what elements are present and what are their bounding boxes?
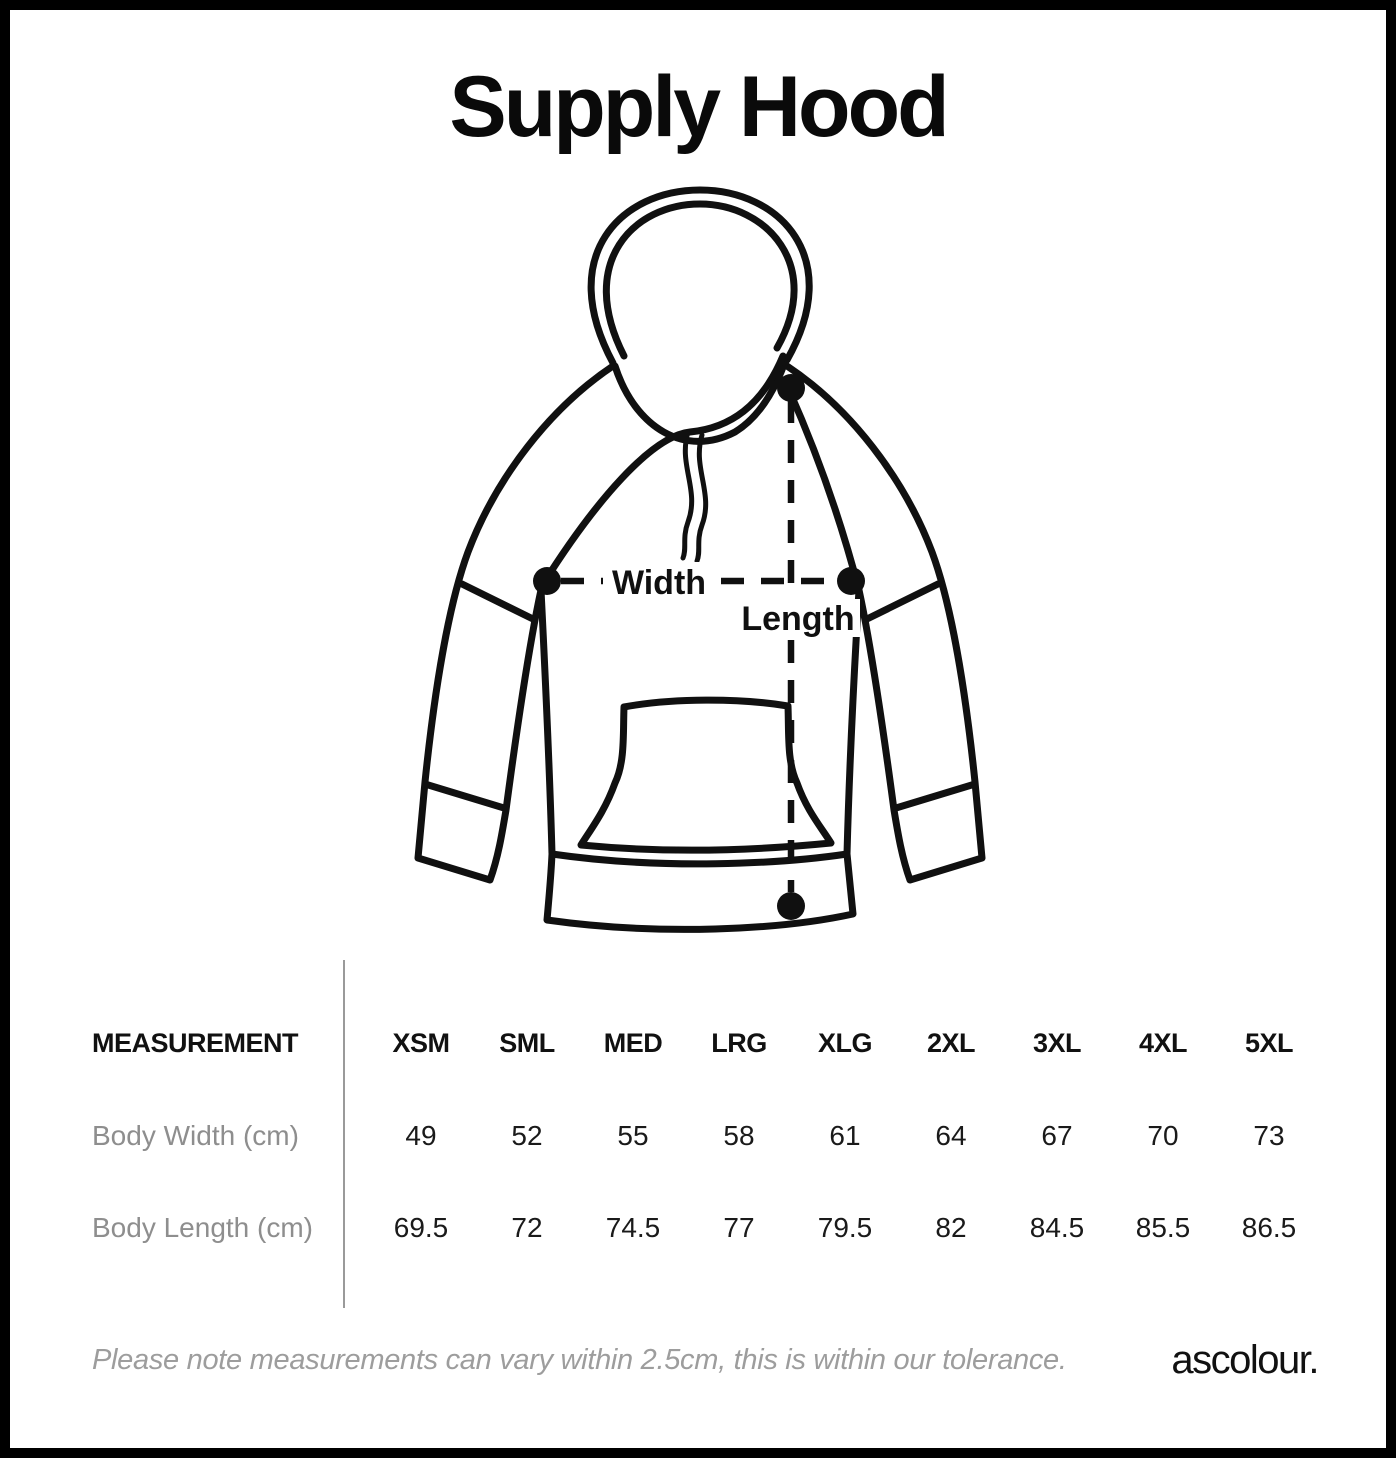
body-length-value-0: 69.5 xyxy=(393,1212,449,1243)
row-label-body-width: Body Width (cm) xyxy=(92,1120,299,1151)
size-header-cell-5: 2XL xyxy=(926,1027,976,1058)
size-header-row: MEASUREMENT XSM SML MED LRG XLG 2XL 3XL 4XL 5XL xyxy=(92,1005,1322,1081)
size-header-cell-6: 3XL xyxy=(1032,1027,1082,1058)
size-header-cell-3: LRG xyxy=(711,1027,767,1058)
right-cuff-seam xyxy=(892,780,979,812)
hoodie-diagram: Width Length xyxy=(400,170,1000,960)
drawstrings xyxy=(680,429,709,564)
left-sleeve xyxy=(414,362,617,884)
right-raglan-seam xyxy=(785,386,863,594)
body-width-value-7: 70 xyxy=(1147,1120,1179,1151)
left-chest-dot xyxy=(533,567,561,595)
row-label-body-length: Body Length (cm) xyxy=(92,1212,313,1243)
measurement-header: MEASUREMENT xyxy=(92,1027,299,1058)
right-sleeve xyxy=(783,362,986,884)
hoodie-line-drawing-icon: Width Length xyxy=(414,186,986,933)
body-length-value-8: 86.5 xyxy=(1241,1212,1297,1243)
body-outline xyxy=(537,586,863,933)
size-header-cell-1: SML xyxy=(499,1027,555,1058)
body-width-value-8: 73 xyxy=(1253,1120,1285,1151)
right-chest-dot xyxy=(837,567,865,595)
hood-outer xyxy=(587,186,813,367)
body-width-value-0: 49 xyxy=(405,1120,437,1151)
width-label: Width xyxy=(612,564,706,602)
body-length-value-5: 82 xyxy=(935,1212,967,1243)
page-title: Supply Hood xyxy=(449,59,949,155)
hem-seam xyxy=(548,850,851,868)
body-length-value-6: 84.5 xyxy=(1029,1212,1085,1243)
size-header-cell-4: XLG xyxy=(817,1027,873,1058)
length-label: Length xyxy=(741,600,854,638)
body-length-value-7: 85.5 xyxy=(1135,1212,1191,1243)
length-label-bg xyxy=(736,599,860,637)
body-width-value-5: 64 xyxy=(935,1120,967,1151)
body-length-row: Body Length (cm) 69.5 72 74.5 77 79.5 82 84.5 8… xyxy=(92,1190,1322,1266)
body-length-value-3: 77 xyxy=(723,1212,755,1243)
body-length-value-1: 72 xyxy=(511,1212,543,1243)
kangaroo-pocket xyxy=(577,696,835,854)
body-length-value-4: 79.5 xyxy=(817,1212,873,1243)
left-cuff-seam xyxy=(421,780,508,812)
hem-dot xyxy=(777,892,805,920)
brand-logo: ascolour. xyxy=(1171,1338,1319,1382)
hood-opening-left-flap xyxy=(611,358,789,445)
width-label-bg xyxy=(603,562,715,600)
body-width-value-3: 58 xyxy=(723,1120,755,1151)
size-header-cell-7: 4XL xyxy=(1138,1027,1188,1058)
table-divider-line xyxy=(343,960,345,1308)
right-armpit-crease xyxy=(863,580,942,623)
size-header-cell-0: XSM xyxy=(392,1027,450,1058)
body-width-row: Body Width (cm) 49 52 55 58 61 64 67 70 73 xyxy=(92,1098,1322,1174)
body-length-value-2: 74.5 xyxy=(605,1212,661,1243)
tolerance-note: Please note measurements can vary within… xyxy=(92,1344,1067,1376)
body-width-value-2: 55 xyxy=(617,1120,649,1151)
body-width-value-4: 61 xyxy=(829,1120,861,1151)
hood-inner xyxy=(602,200,798,360)
shoulder-dot xyxy=(777,374,805,402)
size-header-cell-8: 5XL xyxy=(1244,1027,1294,1058)
size-header-cell-2: MED xyxy=(603,1027,663,1058)
body-width-value-6: 67 xyxy=(1041,1120,1073,1151)
body-width-value-1: 52 xyxy=(511,1120,543,1151)
left-armpit-crease xyxy=(458,580,537,623)
